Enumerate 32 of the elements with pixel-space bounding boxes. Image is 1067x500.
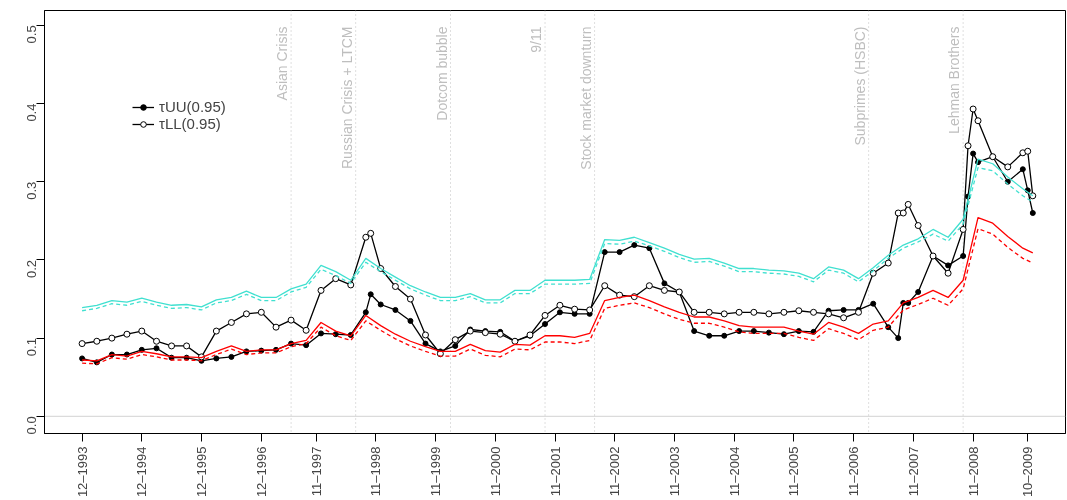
x-tick-label: 11–2001 — [547, 446, 563, 497]
ref-line-label: 9/11 — [528, 26, 545, 53]
x-tick-label: 11–2005 — [786, 446, 802, 497]
y-tick-label: 0.3 — [24, 181, 39, 200]
x-tick-label: 12–1995 — [193, 446, 209, 498]
y-tick-label: 0.2 — [24, 259, 39, 278]
x-tick-label: 12–1993 — [74, 446, 90, 498]
x-tick-label: 11–2003 — [666, 446, 682, 497]
ref-line-label: Subprimes (HSBC) — [851, 26, 868, 146]
x-tick-label: 11–1999 — [427, 446, 443, 497]
x-tick-label: 12–1996 — [253, 446, 269, 498]
ref-line-label: Stock market downturn — [577, 26, 594, 170]
ref-line-label: Russian Crisis + LTCM — [338, 26, 355, 169]
y-tick-label: 0.5 — [24, 25, 39, 44]
x-tick-label: 11–2004 — [726, 446, 742, 497]
x-tick-label: 11–2002 — [607, 446, 623, 497]
x-tick-label: 11–2000 — [487, 446, 503, 497]
x-tick-label: 12–1994 — [134, 446, 150, 498]
legend-label: τUU(0.95) — [159, 98, 226, 115]
x-tick-label: 11–1997 — [308, 446, 324, 497]
y-tick-label: 0.4 — [24, 103, 39, 122]
x-tick-label: 11–2008 — [965, 446, 981, 497]
x-tick-label: 11–2006 — [846, 446, 862, 497]
ref-line-label: Asian Crisis — [274, 26, 291, 101]
y-tick-label: 0.1 — [24, 338, 39, 357]
ref-line-label: Lehman Brothers — [946, 26, 963, 134]
x-tick-label: 11–2007 — [905, 446, 921, 497]
legend-label: τLL(0.95) — [159, 115, 221, 132]
x-tick-label: 11–1998 — [368, 446, 384, 497]
y-tick-label: 0.0 — [24, 416, 39, 435]
x-tick-label: 10–2009 — [1020, 446, 1036, 498]
ref-line-label: Dotcom bubble — [433, 26, 450, 121]
